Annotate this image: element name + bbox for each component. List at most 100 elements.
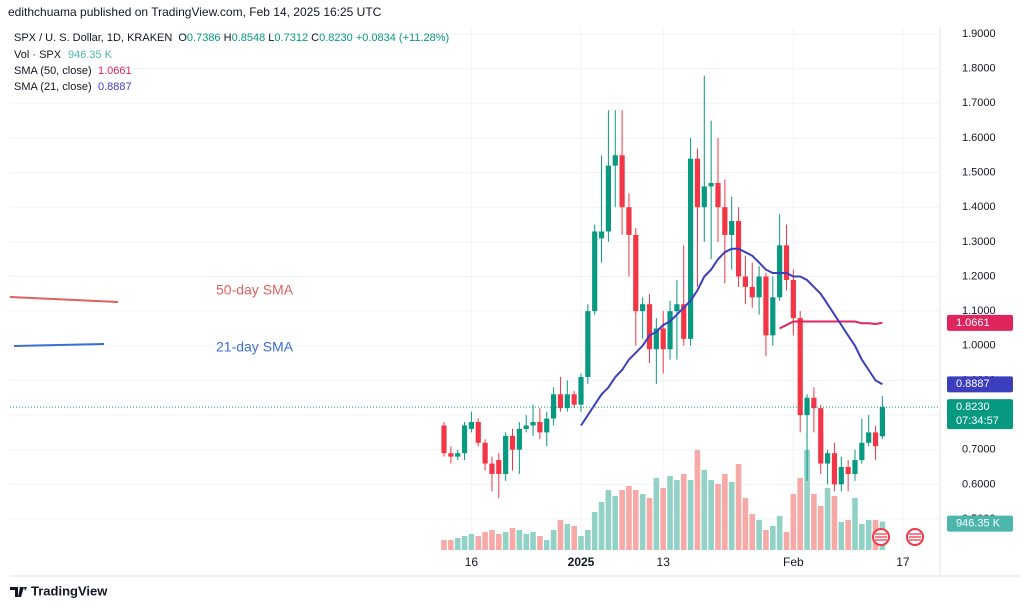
candle-body — [790, 279, 796, 319]
y-tick-label: 1.3000 — [962, 236, 996, 248]
volume-bar — [776, 516, 783, 550]
volume-bar — [817, 505, 824, 550]
x-tick-label: 16 — [465, 555, 479, 569]
annotation: 21-day SMA — [216, 339, 294, 355]
candle-body — [770, 297, 776, 336]
volume-bar — [441, 540, 447, 550]
volume-pane — [441, 450, 886, 550]
sma-line — [580, 247, 883, 427]
candle-body — [653, 328, 659, 350]
candle-body — [564, 394, 570, 409]
volume-bar — [701, 469, 708, 550]
volume-bar — [708, 480, 714, 550]
candle-body — [516, 428, 522, 450]
candle-body — [852, 460, 858, 474]
candle-body — [660, 328, 666, 350]
volume-badge: 946.35 K — [956, 518, 1001, 530]
candle-body — [571, 394, 577, 405]
volume-label: Vol · SPX — [14, 49, 62, 61]
volume-bar — [564, 523, 571, 550]
quote-key: O — [178, 32, 187, 44]
volume-bar — [769, 526, 776, 550]
volume-value: 946.35 K — [68, 49, 113, 61]
candle-body — [530, 421, 536, 426]
candle-body — [838, 467, 844, 485]
volume-bar — [797, 478, 803, 550]
volume-bar — [509, 528, 516, 550]
candle-body — [681, 304, 687, 339]
candle-body — [468, 421, 475, 429]
candle-body — [544, 418, 550, 433]
symbol: SPX / U. S. Dollar, 1D, KRAKEN — [14, 32, 172, 44]
candle-body — [598, 231, 605, 239]
volume-bar — [632, 490, 639, 550]
candle-body — [845, 467, 851, 474]
y-tick-label: 1.9000 — [962, 28, 996, 40]
volume-bar — [865, 520, 872, 550]
candle-body — [605, 165, 612, 232]
y-tick-label: 1.2000 — [962, 270, 996, 282]
volume-bar — [653, 478, 660, 550]
candles — [441, 75, 885, 499]
candle-body — [461, 425, 468, 454]
legend: SPX / U. S. Dollar, 1D, KRAKEN O0.7386 H… — [14, 32, 449, 93]
volume-bar — [496, 534, 502, 550]
candle-body — [831, 453, 838, 485]
volume-bar — [694, 450, 701, 550]
x-tick-label: 17 — [896, 555, 910, 569]
sma50-label: SMA (50, close) — [14, 65, 92, 77]
volume-bar — [585, 529, 591, 550]
quote-value: 0.7312 — [274, 32, 308, 44]
volume-bar — [468, 534, 475, 550]
volume-bar — [845, 520, 851, 550]
sma50-value: 1.0661 — [98, 65, 132, 77]
event-icons — [872, 528, 924, 546]
sma-badge-bg — [947, 376, 1013, 393]
sma-line — [779, 320, 883, 330]
candle-body — [872, 432, 879, 447]
candle-body — [523, 425, 529, 429]
candle-body — [694, 158, 701, 208]
candle-body — [824, 453, 831, 464]
y-tick-label: 0.7000 — [962, 444, 996, 456]
volume-bar — [859, 523, 865, 550]
candle-body — [859, 442, 865, 461]
volume-bar — [626, 486, 632, 550]
candle-body — [585, 311, 591, 377]
volume-bar — [728, 481, 735, 550]
volume-badge-bg — [947, 515, 1013, 532]
brand: TradingView — [31, 583, 108, 598]
price-badge-bg — [947, 399, 1013, 430]
quote-value: 0.8548 — [232, 32, 266, 44]
volume-bar — [537, 535, 543, 550]
quote-change: +0.0834 (+11.28%) — [356, 32, 449, 44]
volume-bar — [516, 529, 523, 550]
candle-body — [763, 276, 769, 336]
annotation-line — [9, 296, 119, 303]
volume-bar — [680, 474, 687, 550]
volume-bar — [831, 496, 838, 550]
candle-body — [475, 421, 481, 443]
volume-bar — [804, 450, 810, 550]
candle-body — [503, 435, 509, 474]
publisher: edithchuama published on TradingView.com… — [8, 5, 382, 19]
y-tick-label: 1.4000 — [962, 201, 996, 213]
grid — [10, 28, 940, 550]
candle-body — [777, 245, 783, 298]
volume-bar — [749, 514, 756, 550]
candle-body — [715, 182, 721, 208]
y-tick-label: 1.8000 — [962, 63, 996, 75]
volume-bar — [482, 532, 488, 550]
candle-body — [592, 231, 598, 312]
quote-key: C — [311, 32, 319, 44]
candle-body — [633, 234, 639, 312]
candle-body — [578, 376, 584, 405]
x-tick-label: 13 — [657, 555, 671, 569]
candle-body — [626, 207, 632, 235]
volume-bar — [715, 484, 721, 550]
candle-body — [496, 460, 502, 474]
quote-value: 0.8230 — [319, 32, 353, 44]
candle-body — [797, 318, 803, 416]
y-tick-label: 1.1000 — [962, 305, 996, 317]
candle-body — [455, 453, 461, 457]
